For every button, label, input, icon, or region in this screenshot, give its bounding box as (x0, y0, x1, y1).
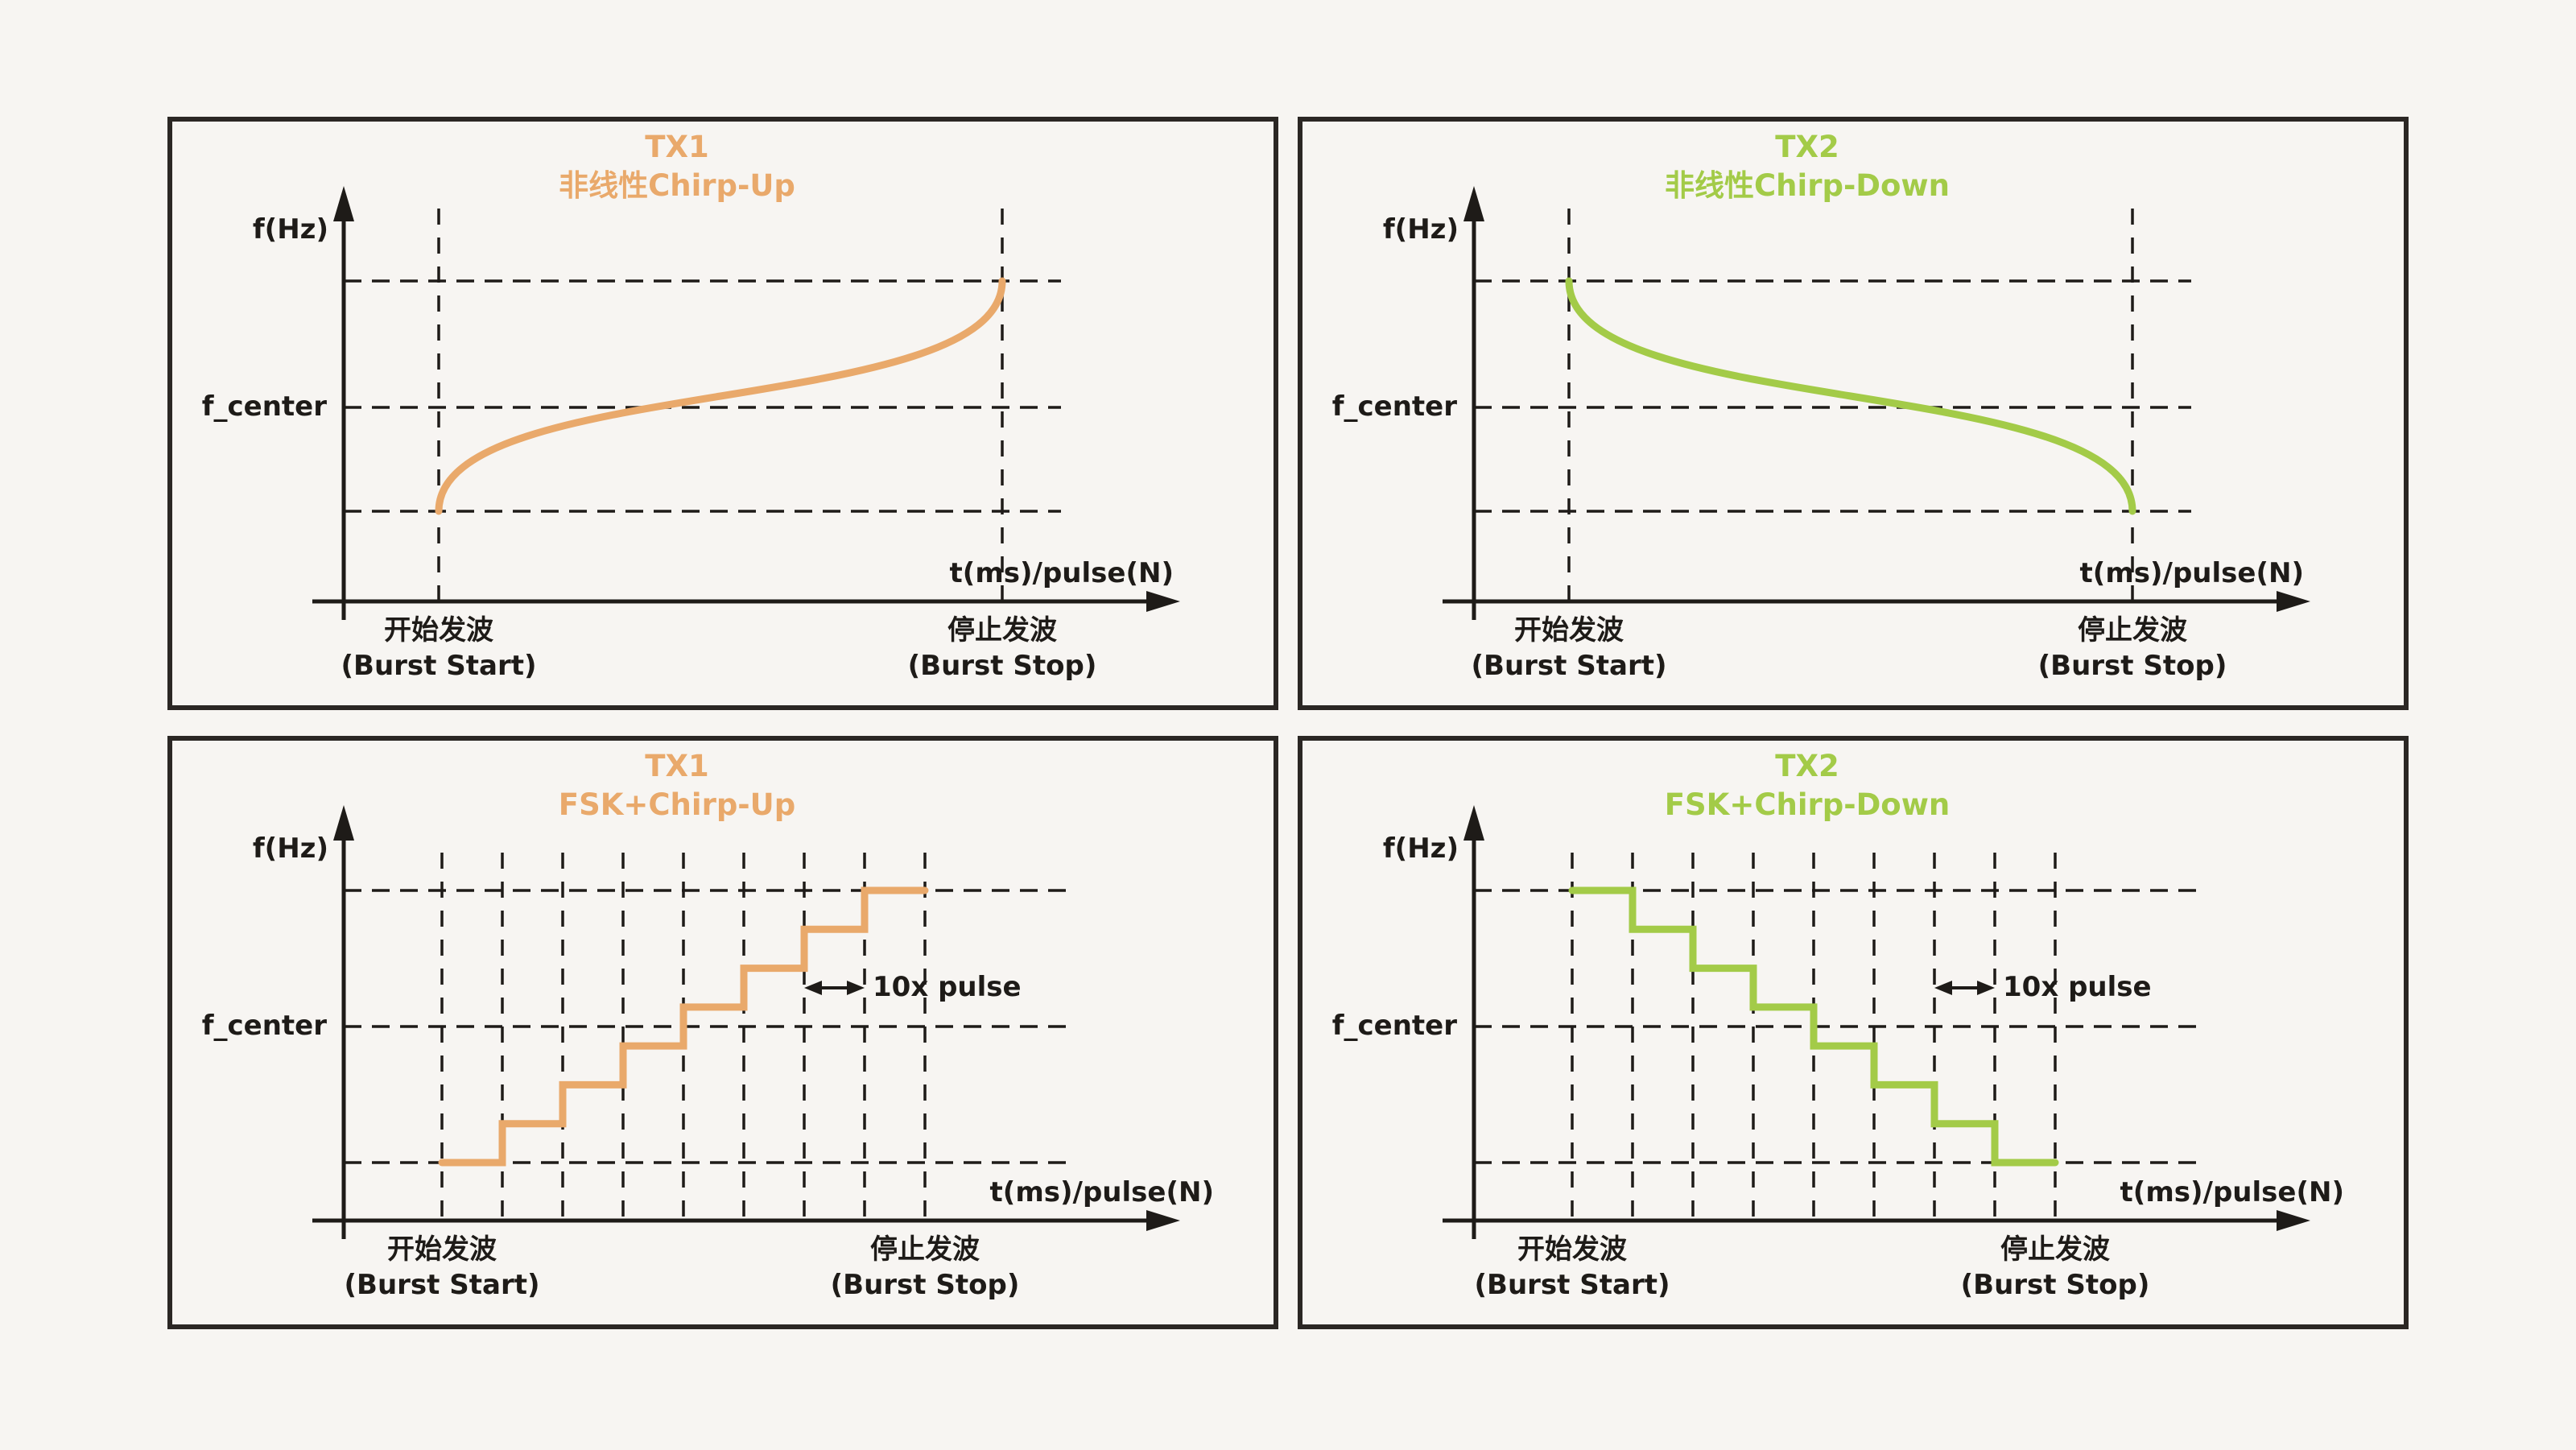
f-center-label: f_center (1331, 1010, 1457, 1042)
y-axis-arrowhead-icon (333, 805, 354, 841)
pulse-width-annotation: 10x pulse (2003, 971, 2152, 1003)
f-center-label: f_center (201, 1010, 327, 1042)
burst-start-label: 开始发波 (Burst Start) (344, 1233, 540, 1301)
panel-title: TX2 FSK+Chirp-Down (1302, 747, 2312, 824)
burst-stop-label: 停止发波 (Burst Stop) (907, 614, 1097, 682)
panel-title: TX1 非线性Chirp-Up (172, 128, 1182, 205)
panel-title: TX1 FSK+Chirp-Up (172, 747, 1182, 824)
burst-start-label: 开始发波 (Burst Start) (1471, 614, 1667, 682)
y-axis-arrowhead-icon (1463, 186, 1484, 221)
y-axis-arrowhead-icon (333, 186, 354, 221)
chart-tx2-fsk-chirp-down (1443, 805, 2310, 1239)
pulse-span-right-arrowhead-icon (1977, 981, 1995, 995)
chart-tx2-nonlinear-chirp-down (1443, 186, 2310, 620)
panel-tx1-fsk-chirp-up: TX1 FSK+Chirp-Up f(Hz) f_center t(ms)/pu… (167, 736, 1278, 1329)
panel-tx2-fsk-chirp-down: TX2 FSK+Chirp-Down f(Hz) f_center t(ms)/… (1298, 736, 2409, 1329)
x-axis-label: t(ms)/pulse(N) (949, 557, 1174, 589)
chart-tx1-fsk-chirp-up (312, 805, 1180, 1239)
chart-tx1-nonlinear-chirp-up (312, 186, 1180, 620)
panel-title-scheme: FSK+Chirp-Down (1664, 787, 1951, 822)
pulse-width-annotation: 10x pulse (873, 971, 1022, 1003)
x-axis-label: t(ms)/pulse(N) (2120, 1176, 2344, 1208)
x-axis-arrowhead-icon (2277, 591, 2310, 612)
waveform-nonlinear-chirp-down (1565, 277, 2136, 515)
waveform-nonlinear-chirp-up (435, 277, 1006, 515)
burst-stop-label: 停止发波 (Burst Stop) (1960, 1233, 2150, 1301)
waveform-fsk-staircase-down (1568, 886, 2059, 1167)
panel-title-tx: TX1 (645, 749, 709, 783)
x-axis-label: t(ms)/pulse(N) (2079, 557, 2304, 589)
panel-tx1-nonlinear-chirp-up: TX1 非线性Chirp-Up f(Hz) f_center t(ms)/pul… (167, 117, 1278, 710)
y-axis-arrowhead-icon (1463, 805, 1484, 841)
x-axis-label: t(ms)/pulse(N) (989, 1176, 1214, 1208)
panel-title-scheme: 非线性Chirp-Down (1665, 168, 1950, 203)
x-axis-arrowhead-icon (1146, 1210, 1180, 1231)
panel-tx2-nonlinear-chirp-down: TX2 非线性Chirp-Down f(Hz) f_center t(ms)/p… (1298, 117, 2409, 710)
pulse-span-left-arrowhead-icon (1934, 981, 1952, 995)
x-axis-arrowhead-icon (1146, 591, 1180, 612)
panel-title-tx: TX1 (645, 130, 709, 164)
burst-start-label: 开始发波 (Burst Start) (1474, 1233, 1670, 1301)
x-axis-arrowhead-icon (2277, 1210, 2310, 1231)
panel-title-scheme: FSK+Chirp-Up (558, 787, 796, 822)
waveform-fsk-staircase-up (438, 886, 929, 1167)
panel-title-tx: TX2 (1775, 749, 1839, 783)
y-axis-label: f(Hz) (252, 213, 328, 246)
burst-stop-label: 停止发波 (Burst Stop) (2037, 614, 2227, 682)
pulse-span-right-arrowhead-icon (847, 981, 865, 995)
panel-title-tx: TX2 (1775, 130, 1839, 164)
y-axis-label: f(Hz) (252, 832, 328, 865)
pulse-span-left-arrowhead-icon (804, 981, 822, 995)
burst-stop-label: 停止发波 (Burst Stop) (830, 1233, 1020, 1301)
panel-title: TX2 非线性Chirp-Down (1302, 128, 2312, 205)
y-axis-label: f(Hz) (1382, 213, 1459, 246)
burst-start-label: 开始发波 (Burst Start) (341, 614, 537, 682)
f-center-label: f_center (1331, 390, 1457, 423)
y-axis-label: f(Hz) (1382, 832, 1459, 865)
f-center-label: f_center (201, 390, 327, 423)
panel-title-scheme: 非线性Chirp-Up (559, 168, 795, 203)
